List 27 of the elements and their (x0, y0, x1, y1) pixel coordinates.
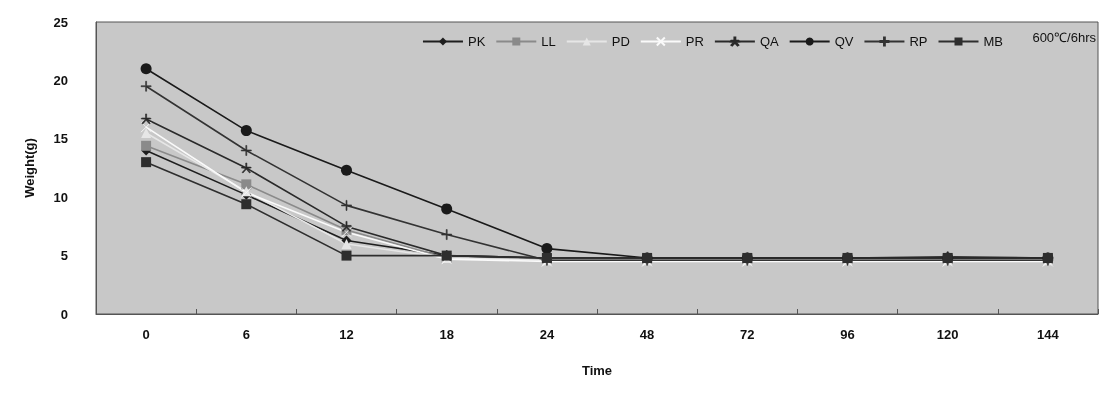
y-tick-label: 25 (53, 14, 68, 30)
x-tick-label: 96 (840, 327, 855, 342)
x-tick-label: 12 (339, 327, 354, 342)
y-axis-title: Weight(g) (22, 138, 37, 198)
x-tick-label: 48 (639, 327, 655, 342)
legend-label: PK (467, 34, 486, 49)
x-tick-label: 0 (142, 327, 150, 342)
y-tick-label: 15 (53, 131, 68, 147)
y-tick-label: 5 (60, 248, 68, 264)
legend-label: PR (685, 34, 704, 49)
legend-label: PD (611, 34, 630, 49)
x-tick-label: 6 (242, 327, 250, 342)
annotation: 600℃/6hrs (1032, 30, 1097, 45)
legend-label: MB (983, 34, 1003, 49)
x-tick-label: 18 (439, 327, 454, 342)
legend-label: LL (541, 34, 556, 49)
x-tick-label: 72 (740, 327, 755, 342)
y-tick-label: 10 (53, 189, 68, 205)
y-tick-label: 20 (53, 72, 68, 88)
x-tick-label: 120 (936, 327, 959, 342)
x-tick-label: 144 (1037, 327, 1060, 342)
x-tick-label: 24 (539, 327, 555, 342)
legend-label: QA (759, 34, 779, 49)
legend-label: RP (909, 34, 928, 49)
x-axis-title: Time (581, 363, 613, 378)
legend-label: QV (834, 34, 854, 49)
y-tick-label: 0 (60, 306, 68, 322)
